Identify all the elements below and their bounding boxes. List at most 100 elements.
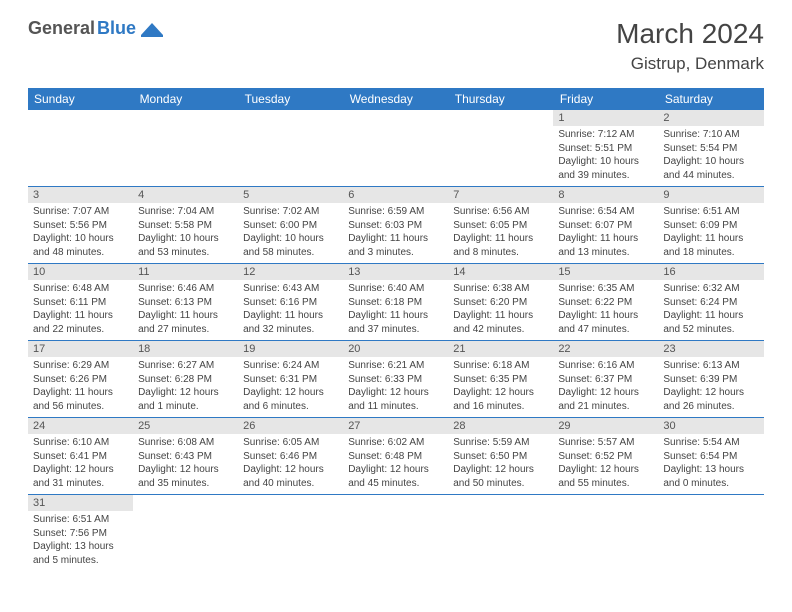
- day-number: 19: [238, 341, 343, 357]
- calendar-day-cell: 30Sunrise: 5:54 AMSunset: 6:54 PMDayligh…: [658, 418, 763, 495]
- daylight-text: Daylight: 11 hours and 52 minutes.: [663, 309, 758, 336]
- day-data: Sunrise: 7:02 AMSunset: 6:00 PMDaylight:…: [238, 203, 343, 263]
- sunrise-text: Sunrise: 6:54 AM: [558, 205, 653, 219]
- sunrise-text: Sunrise: 6:18 AM: [453, 359, 548, 373]
- calendar-week-row: 1Sunrise: 7:12 AMSunset: 5:51 PMDaylight…: [28, 110, 764, 187]
- calendar-week-row: 31Sunrise: 6:51 AMSunset: 7:56 PMDayligh…: [28, 495, 764, 572]
- day-data: Sunrise: 6:29 AMSunset: 6:26 PMDaylight:…: [28, 357, 133, 417]
- sunset-text: Sunset: 5:56 PM: [33, 219, 128, 233]
- daylight-text: Daylight: 11 hours and 47 minutes.: [558, 309, 653, 336]
- calendar-day-cell: 31Sunrise: 6:51 AMSunset: 7:56 PMDayligh…: [28, 495, 133, 572]
- sunrise-text: Sunrise: 6:51 AM: [33, 513, 128, 527]
- daylight-text: Daylight: 12 hours and 26 minutes.: [663, 386, 758, 413]
- day-number: 21: [448, 341, 553, 357]
- calendar-day-cell: 2Sunrise: 7:10 AMSunset: 5:54 PMDaylight…: [658, 110, 763, 187]
- sunrise-text: Sunrise: 7:07 AM: [33, 205, 128, 219]
- daylight-text: Daylight: 11 hours and 56 minutes.: [33, 386, 128, 413]
- day-number: 23: [658, 341, 763, 357]
- calendar-day-cell: [448, 110, 553, 187]
- day-number: 24: [28, 418, 133, 434]
- day-data: Sunrise: 6:10 AMSunset: 6:41 PMDaylight:…: [28, 434, 133, 494]
- daylight-text: Daylight: 13 hours and 5 minutes.: [33, 540, 128, 567]
- daylight-text: Daylight: 12 hours and 11 minutes.: [348, 386, 443, 413]
- sunrise-text: Sunrise: 5:59 AM: [453, 436, 548, 450]
- sunrise-text: Sunrise: 6:24 AM: [243, 359, 338, 373]
- day-header: Tuesday: [238, 88, 343, 110]
- location: Gistrup, Denmark: [616, 54, 764, 74]
- month-title: March 2024: [616, 18, 764, 50]
- calendar-day-cell: 16Sunrise: 6:32 AMSunset: 6:24 PMDayligh…: [658, 264, 763, 341]
- day-number: 5: [238, 187, 343, 203]
- day-number: 11: [133, 264, 238, 280]
- day-number: 3: [28, 187, 133, 203]
- daylight-text: Daylight: 10 hours and 48 minutes.: [33, 232, 128, 259]
- day-data: Sunrise: 6:16 AMSunset: 6:37 PMDaylight:…: [553, 357, 658, 417]
- calendar-day-cell: 22Sunrise: 6:16 AMSunset: 6:37 PMDayligh…: [553, 341, 658, 418]
- sunset-text: Sunset: 6:11 PM: [33, 296, 128, 310]
- day-number: 25: [133, 418, 238, 434]
- calendar-day-cell: 18Sunrise: 6:27 AMSunset: 6:28 PMDayligh…: [133, 341, 238, 418]
- day-data: Sunrise: 6:38 AMSunset: 6:20 PMDaylight:…: [448, 280, 553, 340]
- daylight-text: Daylight: 12 hours and 21 minutes.: [558, 386, 653, 413]
- day-data: Sunrise: 6:40 AMSunset: 6:18 PMDaylight:…: [343, 280, 448, 340]
- calendar-day-cell: [343, 495, 448, 572]
- sunrise-text: Sunrise: 5:57 AM: [558, 436, 653, 450]
- calendar-body: 1Sunrise: 7:12 AMSunset: 5:51 PMDaylight…: [28, 110, 764, 571]
- calendar-day-cell: 27Sunrise: 6:02 AMSunset: 6:48 PMDayligh…: [343, 418, 448, 495]
- daylight-text: Daylight: 12 hours and 31 minutes.: [33, 463, 128, 490]
- calendar-day-cell: 26Sunrise: 6:05 AMSunset: 6:46 PMDayligh…: [238, 418, 343, 495]
- day-data: Sunrise: 6:35 AMSunset: 6:22 PMDaylight:…: [553, 280, 658, 340]
- day-number: 1: [553, 110, 658, 126]
- daylight-text: Daylight: 12 hours and 35 minutes.: [138, 463, 233, 490]
- sunrise-text: Sunrise: 6:51 AM: [663, 205, 758, 219]
- sunrise-text: Sunrise: 6:13 AM: [663, 359, 758, 373]
- sunset-text: Sunset: 6:46 PM: [243, 450, 338, 464]
- sunrise-text: Sunrise: 7:10 AM: [663, 128, 758, 142]
- day-number: 12: [238, 264, 343, 280]
- day-number: 31: [28, 495, 133, 511]
- logo: General Blue: [28, 18, 163, 39]
- day-number: 2: [658, 110, 763, 126]
- calendar-day-cell: 12Sunrise: 6:43 AMSunset: 6:16 PMDayligh…: [238, 264, 343, 341]
- day-number: 18: [133, 341, 238, 357]
- calendar-day-cell: 9Sunrise: 6:51 AMSunset: 6:09 PMDaylight…: [658, 187, 763, 264]
- sunset-text: Sunset: 6:50 PM: [453, 450, 548, 464]
- daylight-text: Daylight: 12 hours and 55 minutes.: [558, 463, 653, 490]
- day-data: Sunrise: 6:18 AMSunset: 6:35 PMDaylight:…: [448, 357, 553, 417]
- calendar-day-cell: 3 Sunrise: 7:07 AMSunset: 5:56 PMDaylight…: [28, 187, 133, 264]
- calendar-day-cell: 29Sunrise: 5:57 AMSunset: 6:52 PMDayligh…: [553, 418, 658, 495]
- day-data: Sunrise: 6:32 AMSunset: 6:24 PMDaylight:…: [658, 280, 763, 340]
- sunrise-text: Sunrise: 6:38 AM: [453, 282, 548, 296]
- day-header: Friday: [553, 88, 658, 110]
- day-data: Sunrise: 7:04 AMSunset: 5:58 PMDaylight:…: [133, 203, 238, 263]
- daylight-text: Daylight: 12 hours and 6 minutes.: [243, 386, 338, 413]
- sunset-text: Sunset: 6:33 PM: [348, 373, 443, 387]
- calendar-day-cell: [238, 110, 343, 187]
- sunrise-text: Sunrise: 6:59 AM: [348, 205, 443, 219]
- day-header: Wednesday: [343, 88, 448, 110]
- sunset-text: Sunset: 6:07 PM: [558, 219, 653, 233]
- day-header: Monday: [133, 88, 238, 110]
- calendar-day-cell: 11Sunrise: 6:46 AMSunset: 6:13 PMDayligh…: [133, 264, 238, 341]
- day-header: Saturday: [658, 88, 763, 110]
- daylight-text: Daylight: 11 hours and 13 minutes.: [558, 232, 653, 259]
- daylight-text: Daylight: 12 hours and 45 minutes.: [348, 463, 443, 490]
- calendar-day-cell: 19Sunrise: 6:24 AMSunset: 6:31 PMDayligh…: [238, 341, 343, 418]
- day-data: Sunrise: 5:54 AMSunset: 6:54 PMDaylight:…: [658, 434, 763, 494]
- daylight-text: Daylight: 13 hours and 0 minutes.: [663, 463, 758, 490]
- sunset-text: Sunset: 6:43 PM: [138, 450, 233, 464]
- sunset-text: Sunset: 6:52 PM: [558, 450, 653, 464]
- sunrise-text: Sunrise: 7:02 AM: [243, 205, 338, 219]
- calendar-day-cell: 7Sunrise: 6:56 AMSunset: 6:05 PMDaylight…: [448, 187, 553, 264]
- title-block: March 2024 Gistrup, Denmark: [616, 18, 764, 74]
- calendar-day-cell: 8Sunrise: 6:54 AMSunset: 6:07 PMDaylight…: [553, 187, 658, 264]
- day-number: 27: [343, 418, 448, 434]
- day-number: 17: [28, 341, 133, 357]
- daylight-text: Daylight: 10 hours and 53 minutes.: [138, 232, 233, 259]
- day-number: 10: [28, 264, 133, 280]
- sunrise-text: Sunrise: 6:02 AM: [348, 436, 443, 450]
- day-data: Sunrise: 6:43 AMSunset: 6:16 PMDaylight:…: [238, 280, 343, 340]
- day-data: Sunrise: 6:48 AMSunset: 6:11 PMDaylight:…: [28, 280, 133, 340]
- sunset-text: Sunset: 6:05 PM: [453, 219, 548, 233]
- sunset-text: Sunset: 5:58 PM: [138, 219, 233, 233]
